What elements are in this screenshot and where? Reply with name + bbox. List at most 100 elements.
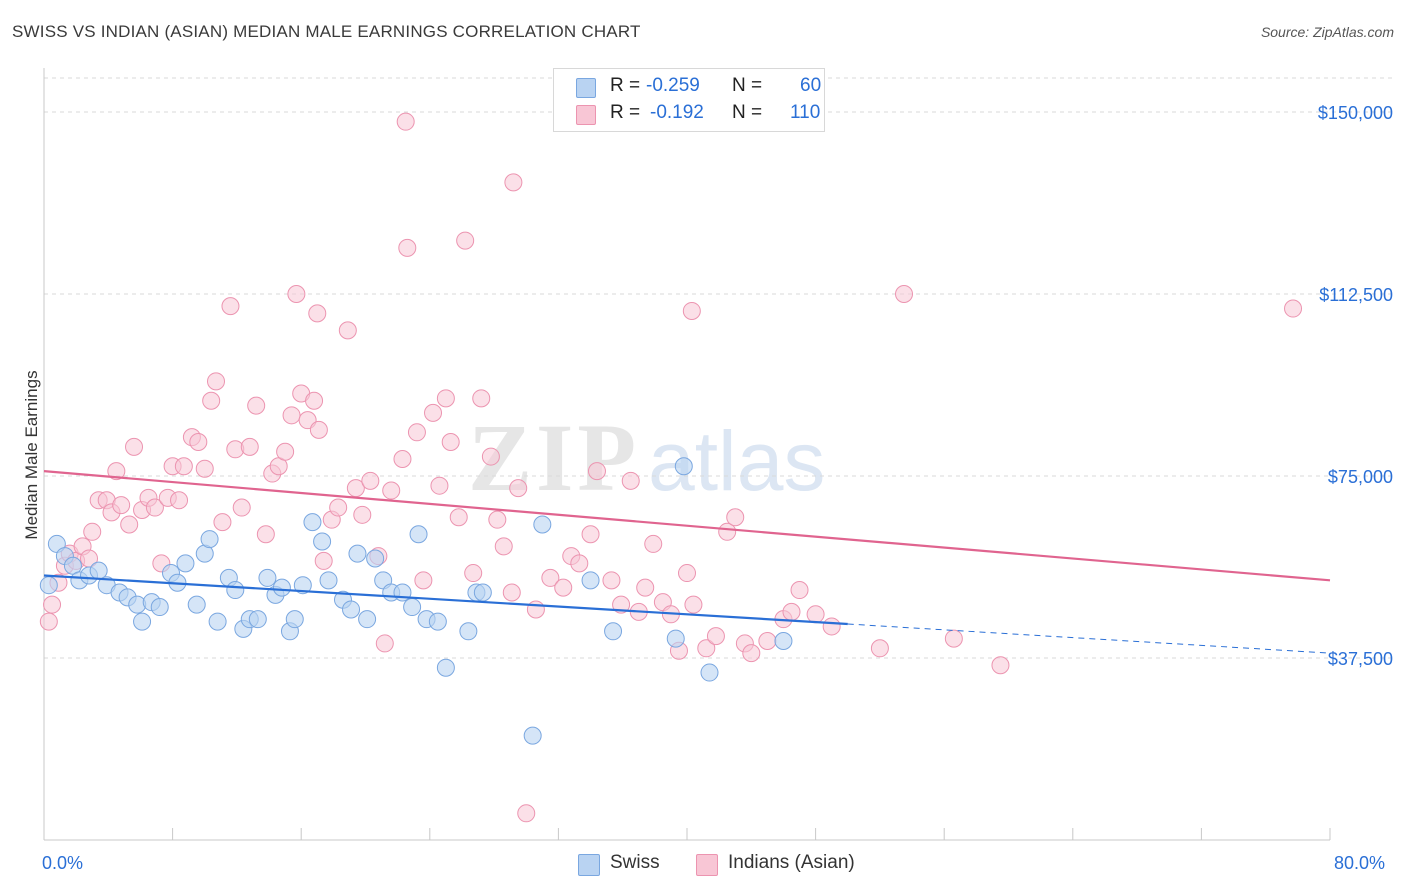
- swiss-point: [436, 658, 455, 677]
- swiss-point: [133, 612, 152, 631]
- swiss-point: [303, 513, 322, 532]
- indian-point: [276, 442, 295, 461]
- indian-point: [488, 510, 507, 529]
- indian-point: [145, 498, 164, 517]
- x-tick-label-max: 80.0%: [1334, 853, 1386, 873]
- indian-point: [706, 627, 725, 646]
- swiss-point: [272, 578, 291, 597]
- swiss-point: [604, 622, 623, 641]
- y-axis-label: Median Male Earnings: [22, 370, 41, 540]
- swiss-point: [774, 632, 793, 651]
- indian-point: [305, 391, 324, 410]
- indian-point: [107, 462, 126, 481]
- y-tick-label: $150,000: [1318, 103, 1393, 123]
- indian-point: [396, 112, 415, 131]
- swiss-point: [39, 576, 58, 595]
- indian-point: [213, 513, 232, 532]
- swiss-point: [581, 571, 600, 590]
- swiss-point: [473, 583, 492, 602]
- indian-point: [718, 522, 737, 541]
- swiss-point: [248, 610, 267, 629]
- indian-point: [509, 479, 528, 498]
- swiss-point: [428, 612, 447, 631]
- indian-point: [398, 238, 417, 257]
- indian-legend-label: Indians (Asian): [728, 852, 855, 873]
- indian-point: [758, 632, 777, 651]
- indian-legend-swatch: [696, 854, 718, 876]
- indian-point: [806, 605, 825, 624]
- indian-point: [338, 321, 357, 340]
- indian-point: [944, 629, 963, 648]
- indian-point: [375, 634, 394, 653]
- indian-point: [612, 595, 631, 614]
- indian-point: [361, 471, 380, 490]
- indian-point: [174, 457, 193, 476]
- swiss-legend-label: Swiss: [610, 852, 660, 873]
- swiss-legend-swatch: [578, 854, 600, 876]
- swiss-point: [313, 532, 332, 551]
- axes: [43, 68, 1331, 841]
- legend-r-value: -0.192: [650, 102, 704, 123]
- y-tick-label: $75,000: [1328, 467, 1393, 487]
- swiss-point: [285, 610, 304, 629]
- x-tick-label-min: 0.0%: [42, 853, 84, 873]
- swiss-point: [208, 612, 227, 631]
- indian-point: [424, 403, 443, 422]
- legend-r-value: -0.259: [646, 75, 700, 96]
- indian-point: [207, 372, 226, 391]
- legend-n-label: N =: [732, 102, 763, 123]
- indian-point: [329, 498, 348, 517]
- indian-point: [726, 508, 745, 527]
- indian-point: [644, 534, 663, 553]
- indian-point: [1284, 299, 1303, 318]
- indian-point: [697, 639, 716, 658]
- indian-point: [309, 420, 328, 439]
- indian-point: [602, 571, 621, 590]
- legend-r-label: R =: [610, 75, 641, 96]
- swiss-point: [258, 568, 277, 587]
- indian-point: [504, 173, 523, 192]
- swiss-points: [39, 457, 793, 745]
- indian-point: [407, 423, 426, 442]
- y-tick-label: $112,500: [1319, 285, 1393, 305]
- swiss-swatch: [576, 78, 596, 98]
- y-tick-label: $37,500: [1328, 649, 1393, 669]
- indian-point: [782, 602, 801, 621]
- indian-point: [240, 437, 259, 456]
- swiss-point: [348, 544, 367, 563]
- indian-point: [125, 437, 144, 456]
- legend-n-label: N =: [732, 75, 763, 96]
- indian-point: [517, 804, 536, 823]
- indian-point: [189, 433, 208, 452]
- indian-point: [441, 433, 460, 452]
- indian-point: [991, 656, 1010, 675]
- indian-point: [684, 595, 703, 614]
- trend-lines: [43, 470, 1331, 654]
- indian-point: [39, 612, 58, 631]
- indian-swatch: [576, 105, 596, 125]
- y-tick-labels: $37,500 $75,000 $112,500 $150,000: [1318, 103, 1393, 669]
- indian-point: [382, 481, 401, 500]
- swiss-point: [226, 581, 245, 600]
- indian-point: [621, 471, 640, 490]
- indian-point: [43, 595, 62, 614]
- indian-point: [456, 231, 475, 250]
- indian-point: [414, 571, 433, 590]
- indian-point: [502, 583, 521, 602]
- indian-point: [678, 564, 696, 583]
- indian-point: [112, 496, 131, 515]
- indian-trend-line: [43, 470, 1331, 582]
- legend-r-label: R =: [610, 102, 641, 123]
- indian-point: [308, 304, 327, 323]
- swiss-point: [409, 525, 428, 544]
- indian-point: [430, 476, 449, 495]
- swiss-point: [674, 457, 693, 476]
- swiss-point: [319, 571, 338, 590]
- watermark-atlas: atlas: [648, 414, 825, 508]
- indian-point: [822, 617, 841, 636]
- swiss-point: [459, 622, 478, 641]
- swiss-point: [293, 576, 312, 595]
- indian-point: [581, 525, 600, 544]
- indian-point: [282, 406, 301, 425]
